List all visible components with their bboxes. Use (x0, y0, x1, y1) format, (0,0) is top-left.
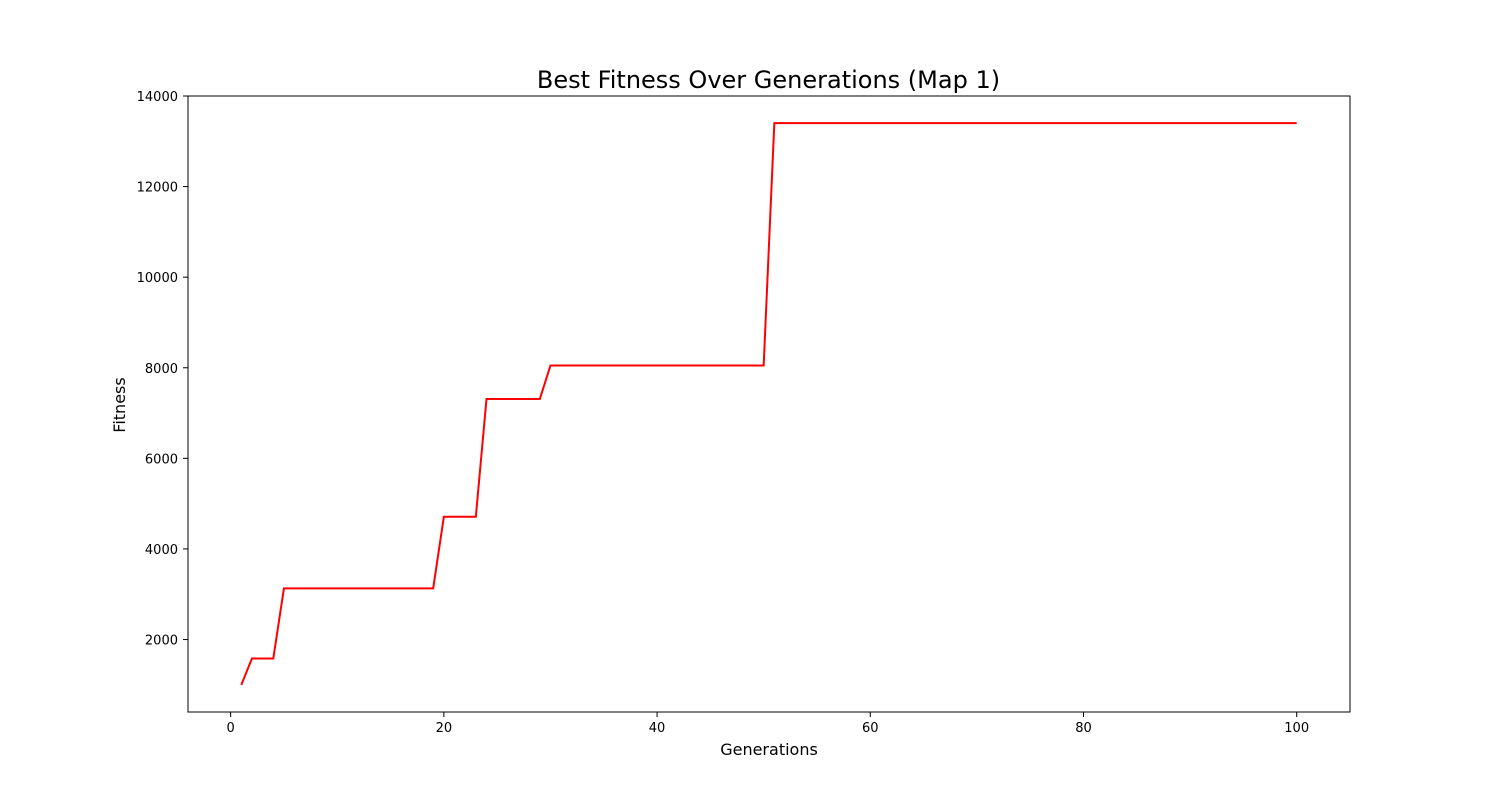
y-tick-label: 2000 (145, 634, 178, 649)
x-tick-label: 0 (227, 721, 235, 736)
y-tick-label: 4000 (145, 543, 178, 558)
y-tick-label: 8000 (145, 362, 178, 377)
x-axis-label: Generations (720, 740, 818, 759)
x-tick-label: 100 (1284, 721, 1309, 736)
chart-title: Best Fitness Over Generations (Map 1) (537, 66, 1000, 94)
y-tick-label: 12000 (137, 181, 178, 196)
x-axis: 0 20 40 60 80 100 (227, 712, 1309, 736)
x-tick-label: 80 (1075, 721, 1092, 736)
plot-area (240, 122, 1297, 686)
plot-frame (187, 95, 1351, 713)
y-tick-label: 14000 (137, 90, 178, 105)
y-tick-label: 10000 (137, 271, 178, 286)
x-tick-label: 60 (862, 721, 879, 736)
y-axis: 2000 4000 6000 8000 10000 12000 14000 (137, 90, 188, 649)
y-tick-label: 6000 (145, 452, 178, 467)
x-tick-label: 40 (649, 721, 666, 736)
x-tick-label: 20 (436, 721, 453, 736)
series-line (240, 122, 1297, 686)
y-axis-label: Fitness (110, 377, 129, 432)
